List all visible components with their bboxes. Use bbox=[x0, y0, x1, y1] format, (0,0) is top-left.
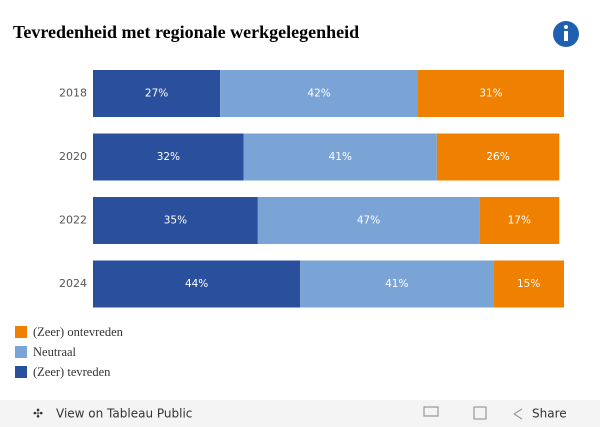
share-button[interactable]: Share bbox=[532, 407, 567, 421]
bar-segment bbox=[436, 133, 560, 181]
chart-title: Tevredenheid met regionale werkgelegenhe… bbox=[13, 22, 359, 42]
info-dot[interactable] bbox=[564, 25, 568, 29]
bar-segment bbox=[300, 260, 494, 308]
y-tick-label: 2018 bbox=[59, 87, 87, 100]
bar-segment bbox=[257, 197, 480, 244]
y-tick-label: 2022 bbox=[59, 214, 87, 227]
view-link[interactable]: View on Tableau Public bbox=[56, 407, 192, 421]
data-label: 41% bbox=[329, 151, 352, 163]
data-label: 41% bbox=[385, 278, 408, 290]
toolbar-icons bbox=[423, 406, 523, 420]
fullscreen-icon[interactable] bbox=[473, 406, 487, 420]
bar-segment bbox=[93, 260, 301, 308]
y-tick-label: 2020 bbox=[59, 150, 87, 163]
legend-label: (Zeer) tevreden bbox=[33, 365, 111, 379]
bar-segment bbox=[93, 133, 244, 181]
bar-segment bbox=[479, 197, 560, 244]
legend-swatch bbox=[15, 366, 27, 378]
data-label: 17% bbox=[508, 215, 531, 227]
info-stem[interactable] bbox=[564, 31, 568, 41]
tableau-icon[interactable]: ✣ bbox=[33, 407, 43, 421]
data-label: 44% bbox=[185, 278, 208, 290]
legend-swatch bbox=[15, 346, 27, 358]
data-label: 32% bbox=[157, 151, 180, 163]
bar-segment bbox=[93, 197, 258, 244]
data-label: 27% bbox=[145, 88, 168, 100]
share-icon[interactable] bbox=[513, 408, 523, 420]
bar-segment bbox=[417, 70, 564, 117]
legend-swatch bbox=[15, 326, 27, 338]
data-label: 35% bbox=[164, 215, 187, 227]
data-label: 31% bbox=[479, 88, 502, 100]
data-label: 26% bbox=[486, 151, 509, 163]
toolbar bbox=[0, 400, 600, 427]
y-tick-label: 2024 bbox=[59, 277, 87, 290]
download-icon[interactable] bbox=[423, 406, 439, 417]
info-icon[interactable] bbox=[553, 21, 579, 47]
bar-segment bbox=[493, 260, 564, 308]
bar-segment bbox=[220, 70, 418, 117]
legend-label: Neutraal bbox=[33, 345, 77, 359]
legend-label: (Zeer) ontevreden bbox=[33, 325, 124, 339]
data-label: 42% bbox=[307, 88, 330, 100]
bar-segment bbox=[243, 133, 437, 181]
data-label: 15% bbox=[517, 278, 540, 290]
data-label: 47% bbox=[357, 215, 380, 227]
bar-segment bbox=[93, 70, 221, 117]
